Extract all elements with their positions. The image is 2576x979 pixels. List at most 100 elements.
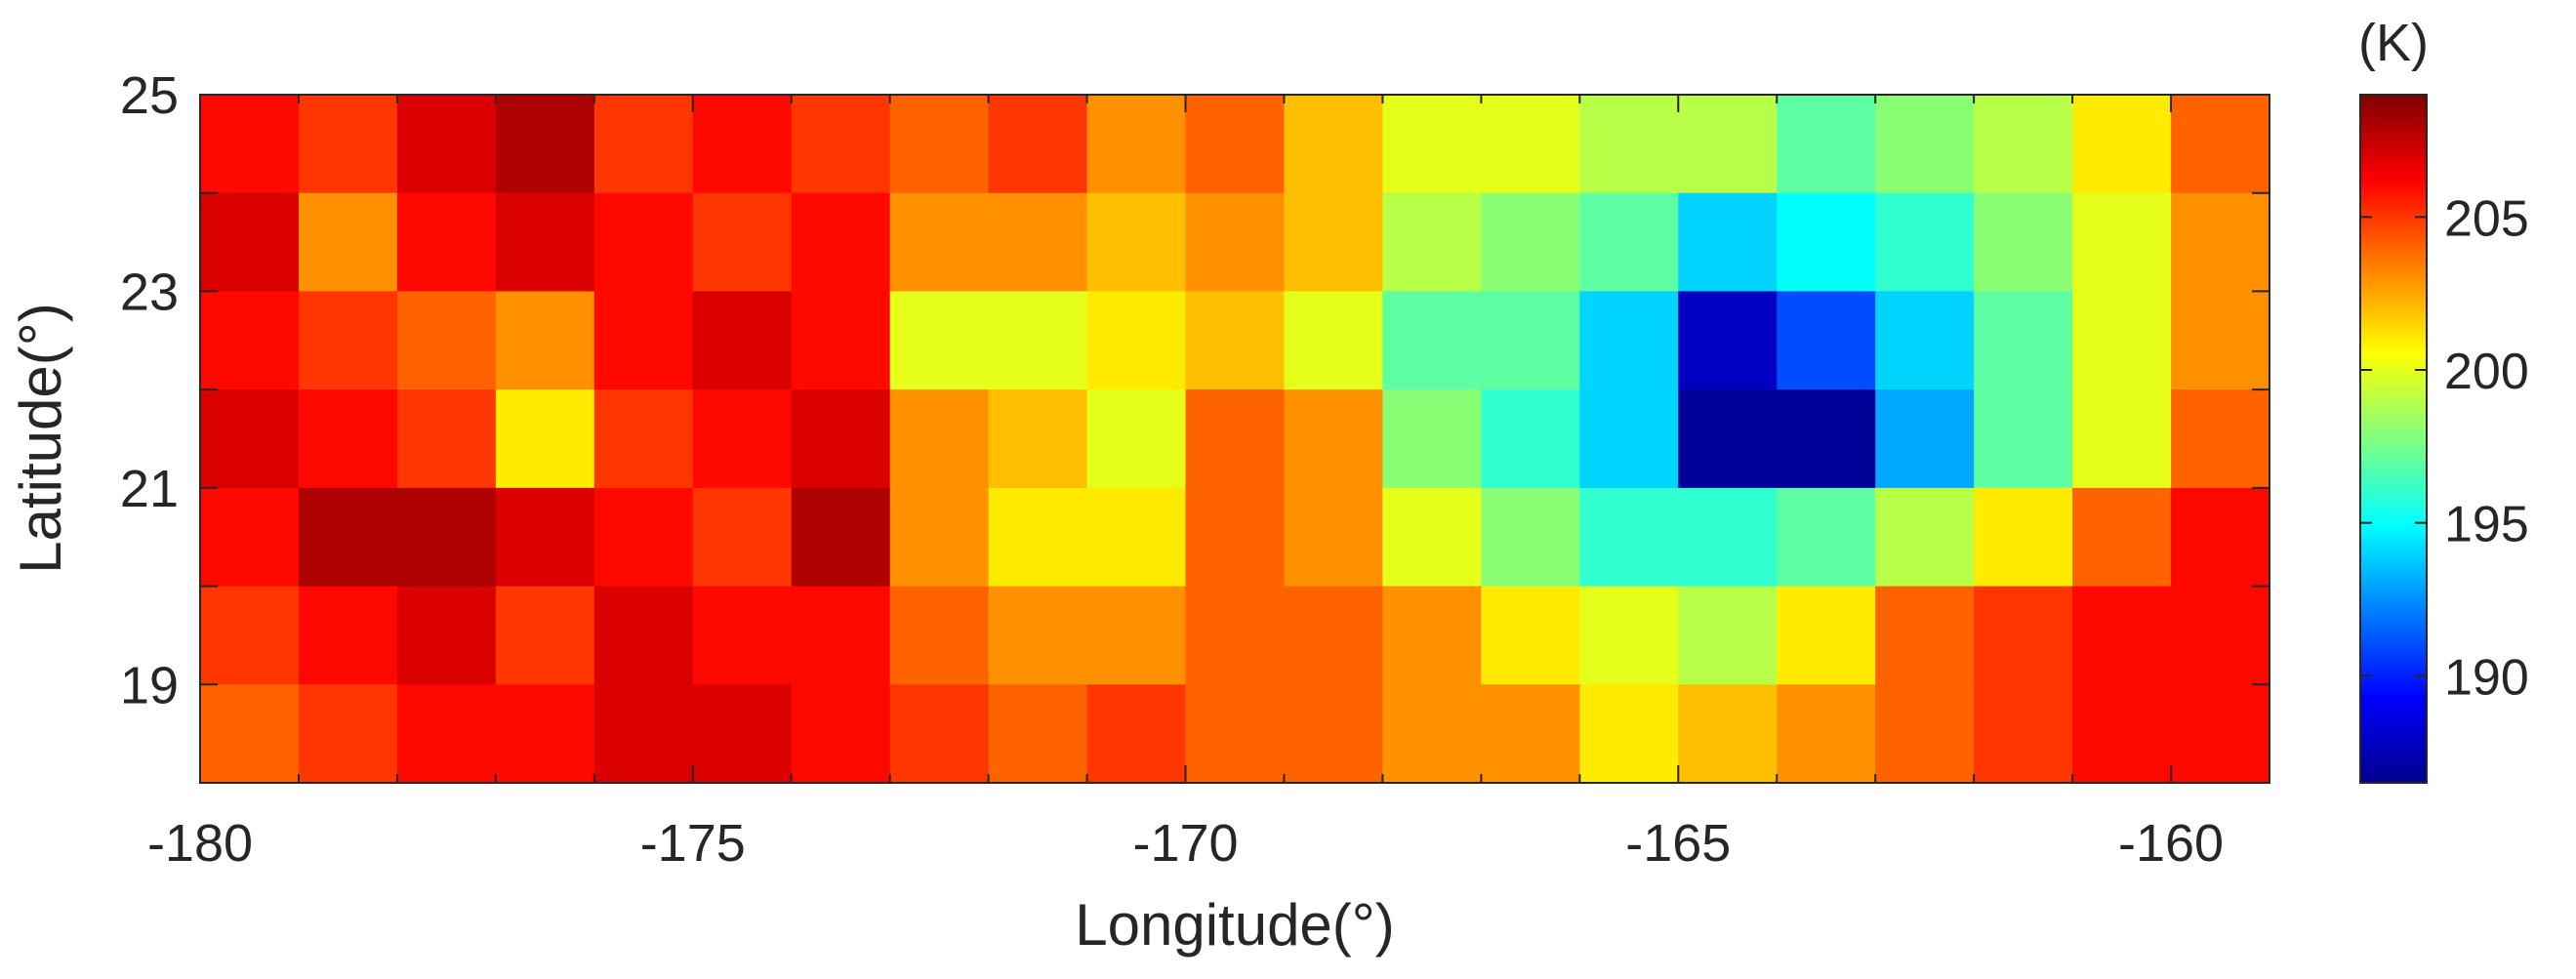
heatmap-cell bbox=[298, 586, 398, 685]
heatmap-cell bbox=[1777, 95, 1876, 194]
heatmap-cell bbox=[396, 487, 497, 588]
heatmap-cell bbox=[396, 95, 497, 194]
heatmap-cell bbox=[1185, 684, 1286, 784]
heatmap-cell bbox=[1875, 389, 1975, 489]
heatmap-cell bbox=[1875, 586, 1975, 685]
colorbar-tick-label: 195 bbox=[2444, 497, 2529, 553]
heatmap-cell bbox=[1481, 192, 1580, 293]
heatmap-cell bbox=[1284, 95, 1384, 194]
x-tick-label: -170 bbox=[1132, 814, 1238, 873]
heatmap-cell bbox=[396, 291, 497, 390]
heatmap-cell bbox=[1875, 192, 1975, 293]
heatmap-cell bbox=[1777, 586, 1876, 685]
heatmap-cell bbox=[593, 389, 694, 489]
heatmap-cell bbox=[1086, 487, 1187, 588]
heatmap-cell bbox=[2171, 192, 2270, 293]
heatmap-cell bbox=[1382, 291, 1482, 390]
heatmap-cell bbox=[1481, 586, 1580, 685]
heatmap-cell bbox=[495, 291, 595, 390]
y-tick-label: 23 bbox=[120, 263, 179, 321]
heatmap-cell bbox=[988, 291, 1088, 390]
heatmap-cell bbox=[1974, 389, 2073, 489]
heatmap-cell bbox=[1875, 291, 1975, 390]
x-tick-label: -175 bbox=[640, 814, 746, 873]
heatmap-cell bbox=[593, 586, 694, 685]
heatmap-cell bbox=[1382, 684, 1482, 784]
heatmap-cell bbox=[791, 684, 891, 784]
heatmap-cell bbox=[1481, 291, 1580, 390]
colorbar-tick-label: 190 bbox=[2444, 649, 2529, 706]
heatmap-cell bbox=[1777, 192, 1876, 293]
heatmap-cell bbox=[1678, 389, 1778, 489]
heatmap-cell bbox=[2072, 684, 2172, 784]
heatmap-cell bbox=[593, 192, 694, 293]
heatmap-cell bbox=[1875, 95, 1975, 194]
heatmap-cell bbox=[1974, 291, 2073, 390]
heatmap-cell bbox=[2171, 389, 2270, 489]
heatmap-cell bbox=[2171, 586, 2270, 685]
heatmap-cell bbox=[1579, 586, 1679, 685]
heatmap-cell bbox=[791, 487, 891, 588]
heatmap-cell bbox=[791, 95, 891, 194]
heatmap-cell bbox=[396, 192, 497, 293]
heatmap-cell bbox=[200, 192, 300, 293]
heatmap-cell bbox=[1382, 586, 1482, 685]
heatmap-cell bbox=[1284, 586, 1384, 685]
x-axis: -180 -175 -170 -165 -160 bbox=[147, 95, 2270, 873]
heatmap-cell bbox=[692, 95, 793, 194]
heatmap-cell bbox=[692, 487, 793, 588]
heatmap-cell bbox=[593, 487, 694, 588]
x-axis-label: Longitude(°) bbox=[1075, 892, 1395, 958]
heatmap-cell bbox=[1678, 586, 1778, 685]
heatmap-cell bbox=[396, 684, 497, 784]
colorbar-unit-label: (K) bbox=[2358, 14, 2429, 72]
heatmap-cell bbox=[1185, 389, 1286, 489]
heatmap-cell bbox=[2072, 291, 2172, 390]
heatmap-cell bbox=[2072, 487, 2172, 588]
colorbar: 190 195 200 205 (K) bbox=[2358, 14, 2529, 784]
heatmap-cell bbox=[1579, 291, 1679, 390]
heatmap-cell bbox=[1185, 487, 1286, 588]
heatmap-cell bbox=[200, 487, 300, 588]
colorbar-tick-label: 205 bbox=[2444, 190, 2529, 247]
heatmap-cell bbox=[495, 95, 595, 194]
heatmap-cell bbox=[791, 586, 891, 685]
heatmap-cell bbox=[889, 291, 990, 390]
heatmap-cell bbox=[2072, 192, 2172, 293]
x-tick-label: -180 bbox=[147, 814, 253, 873]
heatmap-cell bbox=[1086, 389, 1187, 489]
heatmap-cell bbox=[1382, 487, 1482, 588]
heatmap-cell bbox=[1284, 389, 1384, 489]
colorbar-tick-label: 200 bbox=[2444, 344, 2529, 400]
heatmap-cell bbox=[791, 389, 891, 489]
heatmap-cell bbox=[298, 192, 398, 293]
heatmap-cell bbox=[988, 389, 1088, 489]
heatmap-cell bbox=[1086, 684, 1187, 784]
heatmap-cell bbox=[2171, 291, 2270, 390]
heatmap-cell bbox=[1086, 291, 1187, 390]
heatmap-cell bbox=[1284, 487, 1384, 588]
heatmap-cell bbox=[1777, 291, 1876, 390]
heatmap-cell bbox=[298, 389, 398, 489]
heatmap-cell bbox=[298, 487, 398, 588]
heatmap-cell bbox=[298, 291, 398, 390]
heatmap-cell bbox=[1678, 95, 1778, 194]
heatmap-cell bbox=[1678, 291, 1778, 390]
heatmap-cell bbox=[889, 389, 990, 489]
heatmap-cell bbox=[791, 192, 891, 293]
heatmap-cell bbox=[889, 684, 990, 784]
heatmap-cell bbox=[988, 586, 1088, 685]
heatmap-cell bbox=[988, 95, 1088, 194]
heatmap-cell bbox=[1481, 389, 1580, 489]
heatmap-cell bbox=[396, 586, 497, 685]
heatmap-cell bbox=[1382, 389, 1482, 489]
heatmap-cell bbox=[1185, 291, 1286, 390]
heatmap-cell bbox=[1579, 487, 1679, 588]
heatmap-cell bbox=[2072, 389, 2172, 489]
heatmap-cell bbox=[988, 192, 1088, 293]
heatmap-cell bbox=[1678, 684, 1778, 784]
heatmap-cell bbox=[495, 487, 595, 588]
heatmap-cell bbox=[495, 586, 595, 685]
heatmap-cell bbox=[1974, 586, 2073, 685]
